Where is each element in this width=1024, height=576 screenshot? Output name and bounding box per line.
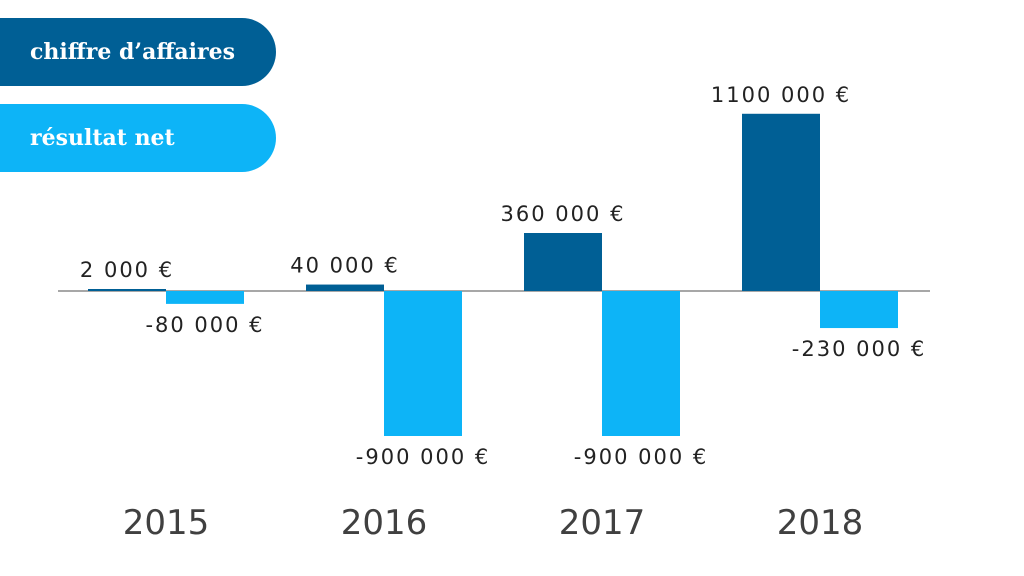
data-label-revenue-2018: 1100 000 € <box>711 83 851 107</box>
data-label-net-2015: -80 000 € <box>145 313 264 337</box>
x-tick-label-2015: 2015 <box>123 503 210 543</box>
data-label-revenue-2015: 2 000 € <box>80 258 174 282</box>
data-label-net-2018: -230 000 € <box>792 337 926 361</box>
bar-net-2016 <box>384 291 462 436</box>
x-tick-label-2017: 2017 <box>559 503 646 543</box>
bar-revenue-2018 <box>742 113 820 292</box>
x-tick-label-2016: 2016 <box>341 503 428 543</box>
bar-revenue-2015 <box>88 289 166 291</box>
data-label-revenue-2017: 360 000 € <box>501 202 626 226</box>
data-label-net-2017: -900 000 € <box>574 445 708 469</box>
data-label-revenue-2016: 40 000 € <box>290 254 400 278</box>
legend-label-net: résultat net <box>30 125 175 151</box>
legend-item-net: résultat net <box>0 104 276 172</box>
bar-revenue-2016 <box>306 284 384 291</box>
bar-revenue-2017 <box>524 233 602 291</box>
bar-net-2017 <box>602 291 680 436</box>
data-label-net-2016: -900 000 € <box>356 445 490 469</box>
legend-label-revenue: chiffre d’affaires <box>30 39 235 65</box>
bar-net-2015 <box>166 291 244 304</box>
bar-net-2018 <box>820 291 898 329</box>
x-tick-label-2018: 2018 <box>777 503 864 543</box>
legend-item-revenue: chiffre d’affaires <box>0 18 276 86</box>
